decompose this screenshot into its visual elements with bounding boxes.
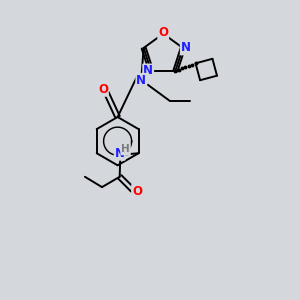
Text: O: O — [132, 185, 142, 198]
Text: N: N — [143, 64, 153, 77]
Text: N: N — [136, 74, 146, 87]
Text: O: O — [158, 26, 168, 39]
Text: O: O — [98, 83, 108, 96]
Text: N: N — [181, 41, 191, 54]
Text: H: H — [121, 144, 130, 154]
Text: N: N — [115, 147, 125, 160]
